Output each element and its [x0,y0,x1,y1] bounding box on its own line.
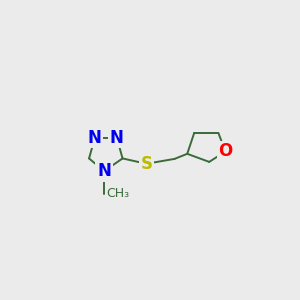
Text: N: N [110,129,124,147]
Text: S: S [140,155,152,173]
Text: O: O [218,142,232,160]
Text: CH₃: CH₃ [106,187,130,200]
Text: N: N [97,162,111,180]
Text: N: N [88,129,102,147]
